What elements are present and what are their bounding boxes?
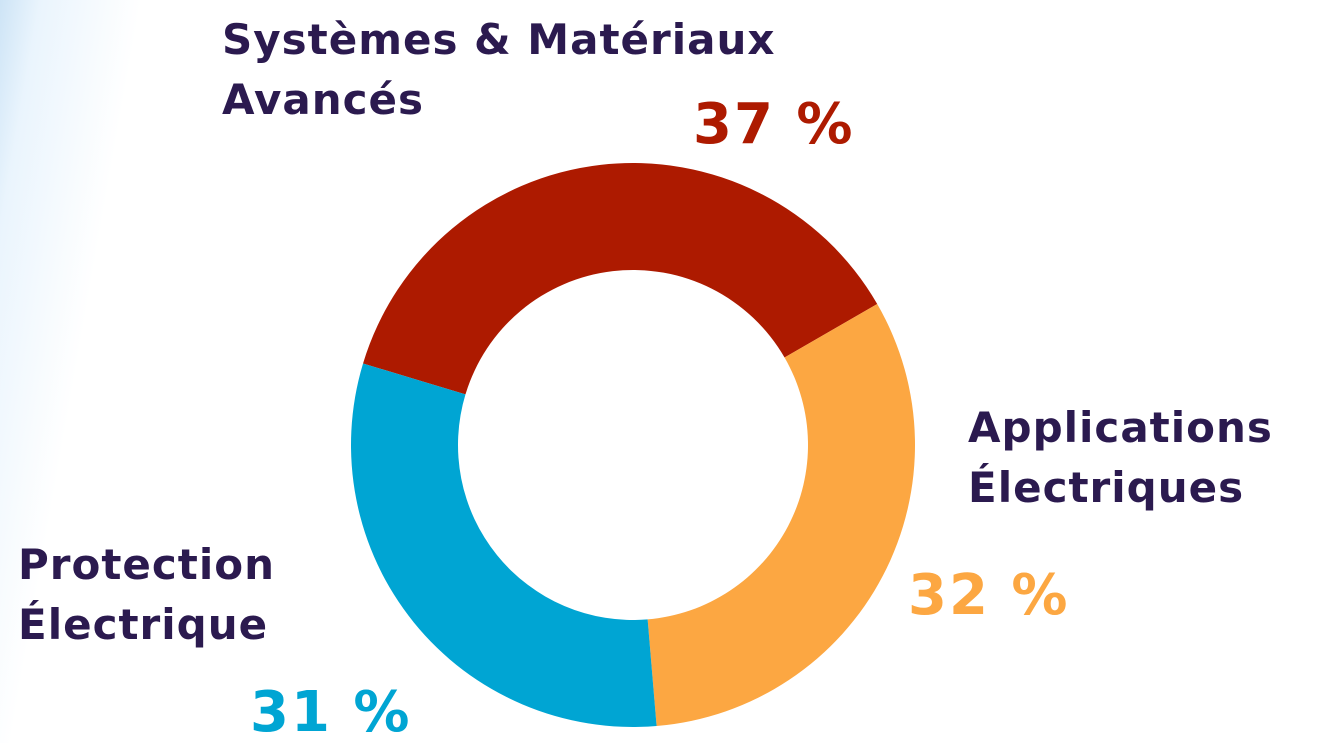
donut-segment <box>363 163 878 395</box>
donut-segment <box>350 363 657 727</box>
category-label: Protection Électrique <box>18 540 276 649</box>
donut-segment <box>647 304 916 727</box>
category-label: Systèmes & Matériaux Avancés <box>222 15 776 124</box>
value-label: 37 % <box>693 92 855 157</box>
category-label: Applications Électriques <box>968 403 1273 512</box>
value-label: 31 % <box>250 680 412 745</box>
value-label: 32 % <box>908 563 1070 628</box>
